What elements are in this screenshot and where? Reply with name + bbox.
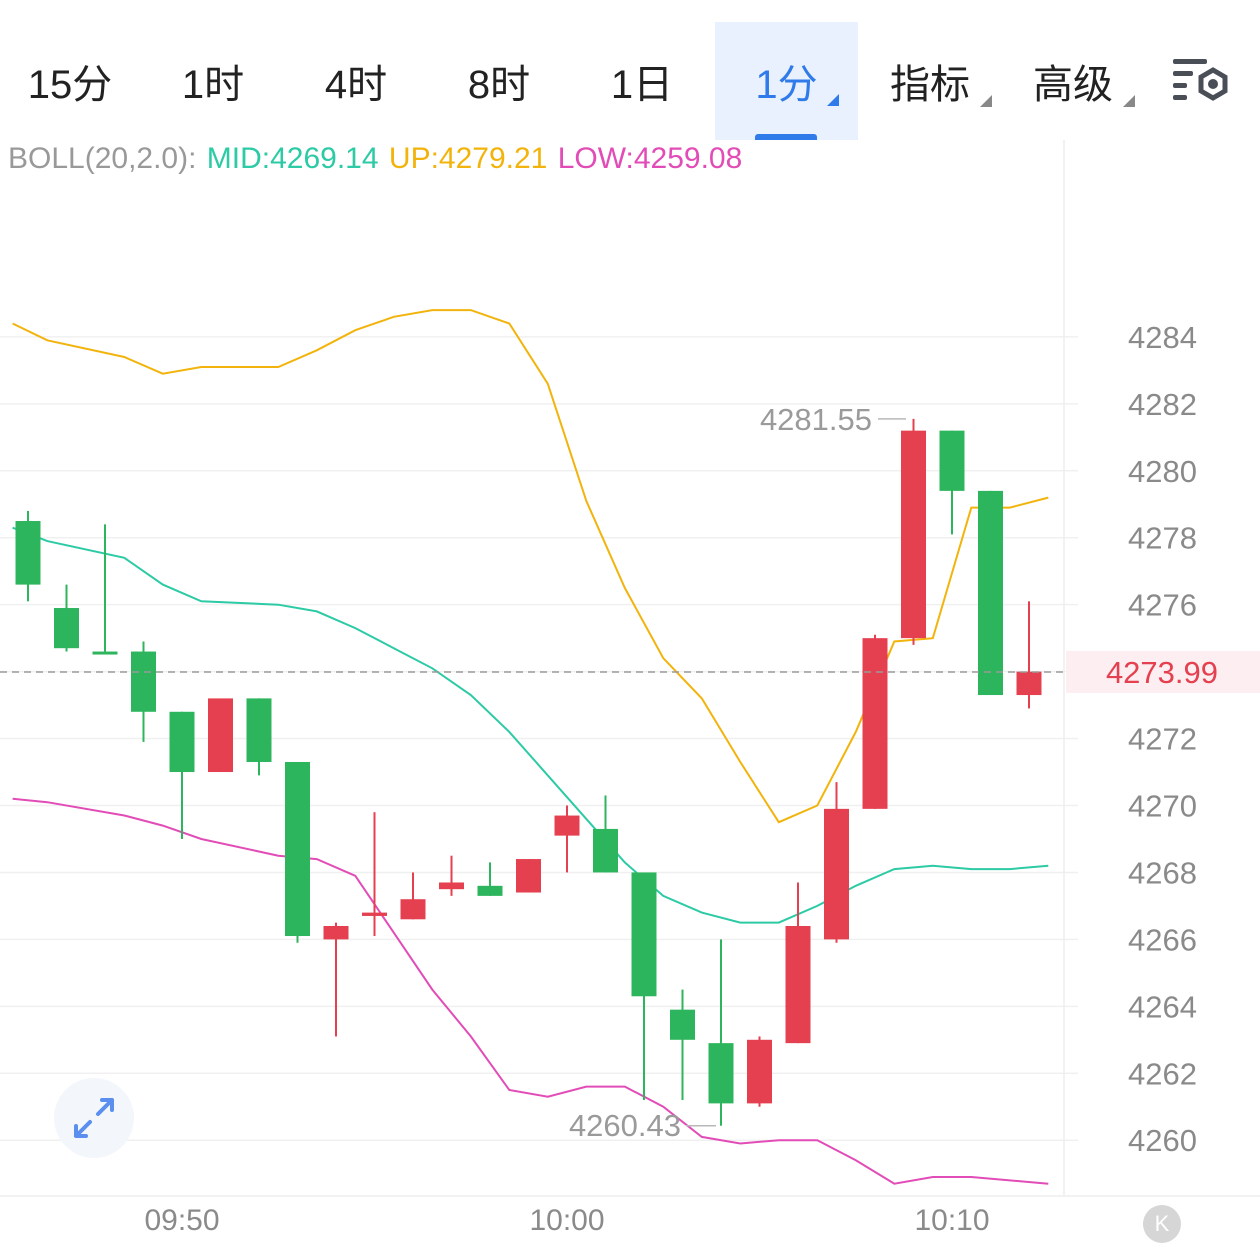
indicator-name: BOLL(20,2.0):: [8, 142, 197, 175]
k-line-button[interactable]: K: [1143, 1205, 1181, 1243]
boll-mid-value: MID:4269.14: [206, 142, 379, 175]
tab-label: 1日: [610, 63, 674, 107]
candles: [15, 418, 1042, 1126]
price-tick-label: 4272: [1128, 722, 1197, 757]
candle-body: [1016, 671, 1042, 696]
price-tick-label: 4264: [1128, 989, 1197, 1024]
candle-body: [670, 1009, 695, 1040]
tab-1day[interactable]: 1日: [572, 22, 712, 140]
timeframe-tab-bar: 15分 1时 4时 8时 1日 1分 指标 高级: [0, 0, 1260, 140]
time-tick-label: 10:10: [914, 1204, 989, 1237]
candle-body: [54, 608, 79, 649]
tab-label: 8时: [467, 63, 531, 107]
expand-icon: [74, 1098, 114, 1138]
dropdown-triangle-icon: [827, 94, 839, 106]
tab-label: 4时: [324, 63, 388, 107]
price-tick-label: 4270: [1128, 789, 1197, 824]
candle-body: [593, 828, 618, 873]
boll-lower-line: [12, 797, 1049, 1185]
candle-body: [400, 899, 426, 920]
candle-body: [901, 430, 926, 639]
candle-body: [631, 872, 657, 997]
tab-4hour[interactable]: 4时: [286, 22, 426, 140]
tab-label: 1时: [181, 63, 245, 107]
time-tick-label: 10:00: [529, 1204, 604, 1237]
price-tick-label: 4278: [1128, 521, 1197, 556]
boll-indicator-legend: BOLL(20,2.0): MID:4269.14 UP:4279.21 LOW…: [8, 142, 744, 176]
bollinger-bands: [12, 309, 1049, 1185]
candle-body: [15, 521, 41, 585]
candlestick-chart[interactable]: 4260426242644266426842704272427442764278…: [0, 140, 1260, 1246]
price-tick-label: 4262: [1128, 1056, 1197, 1091]
boll-upper-line: [12, 309, 1049, 824]
chart-settings-icon[interactable]: [1170, 55, 1230, 111]
active-tab-indicator: [755, 134, 817, 140]
tab-1hour[interactable]: 1时: [143, 22, 283, 140]
candle-body: [785, 925, 811, 1044]
price-tick-label: 4266: [1128, 922, 1197, 957]
candle-body: [208, 698, 233, 773]
time-tick-label: 09:50: [144, 1204, 219, 1237]
time-axis: 09:50 10:00 10:10: [144, 1204, 989, 1237]
price-tick-label: 4260: [1128, 1123, 1197, 1158]
candle-body: [939, 430, 965, 491]
dropdown-triangle-icon: [980, 95, 992, 107]
tab-advanced[interactable]: 高级: [1003, 22, 1143, 140]
candle-body: [285, 761, 310, 937]
candle-body: [978, 490, 1003, 696]
boll-low-value: LOW:4259.08: [557, 142, 743, 175]
candle-body: [362, 912, 387, 916]
k-button-label: K: [1154, 1211, 1170, 1236]
candle-body: [554, 815, 580, 836]
candle-body: [824, 808, 849, 940]
tab-label: 15分: [27, 63, 113, 107]
price-tick-label: 4268: [1128, 855, 1197, 890]
candle-body: [131, 651, 156, 712]
price-axis: 4260426242644266426842704272427442764278…: [1128, 320, 1197, 1158]
candle-body: [169, 711, 195, 773]
candle-body: [516, 859, 541, 893]
candle-body: [92, 651, 118, 655]
fullscreen-expand-button[interactable]: [54, 1078, 134, 1158]
dropdown-triangle-icon: [1123, 95, 1135, 107]
tab-1min[interactable]: 1分: [715, 22, 858, 140]
tab-8hour[interactable]: 8时: [429, 22, 569, 140]
tab-label: 1分: [755, 63, 818, 107]
high-price-marker: 4281.55: [760, 402, 872, 437]
candle-body: [439, 882, 464, 890]
candle-body: [862, 638, 888, 809]
tab-label: 高级: [1033, 63, 1113, 107]
price-tick-label: 4276: [1128, 588, 1197, 623]
current-price-tag: [1066, 650, 1260, 693]
tab-label: 指标: [890, 63, 970, 107]
price-tick-label: 4282: [1128, 387, 1197, 422]
candle-body: [708, 1043, 734, 1104]
current-price-label: 4273.99: [1106, 655, 1218, 690]
tab-indicators[interactable]: 指标: [860, 22, 1000, 140]
boll-up-value: UP:4279.21: [388, 142, 548, 175]
chart-annotations: 4273.99 4281.55 4260.43: [0, 402, 1260, 1143]
price-tick-label: 4284: [1128, 320, 1197, 355]
low-price-marker: 4260.43: [569, 1108, 681, 1143]
candle-body: [477, 885, 503, 896]
candle-body: [323, 925, 349, 940]
chart-grid: [0, 140, 1260, 1197]
candle-body: [246, 698, 272, 762]
tab-15min[interactable]: 15分: [0, 22, 140, 140]
candle-body: [747, 1039, 772, 1104]
price-tick-label: 4280: [1128, 454, 1197, 489]
boll-mid-line: [12, 526, 1049, 924]
